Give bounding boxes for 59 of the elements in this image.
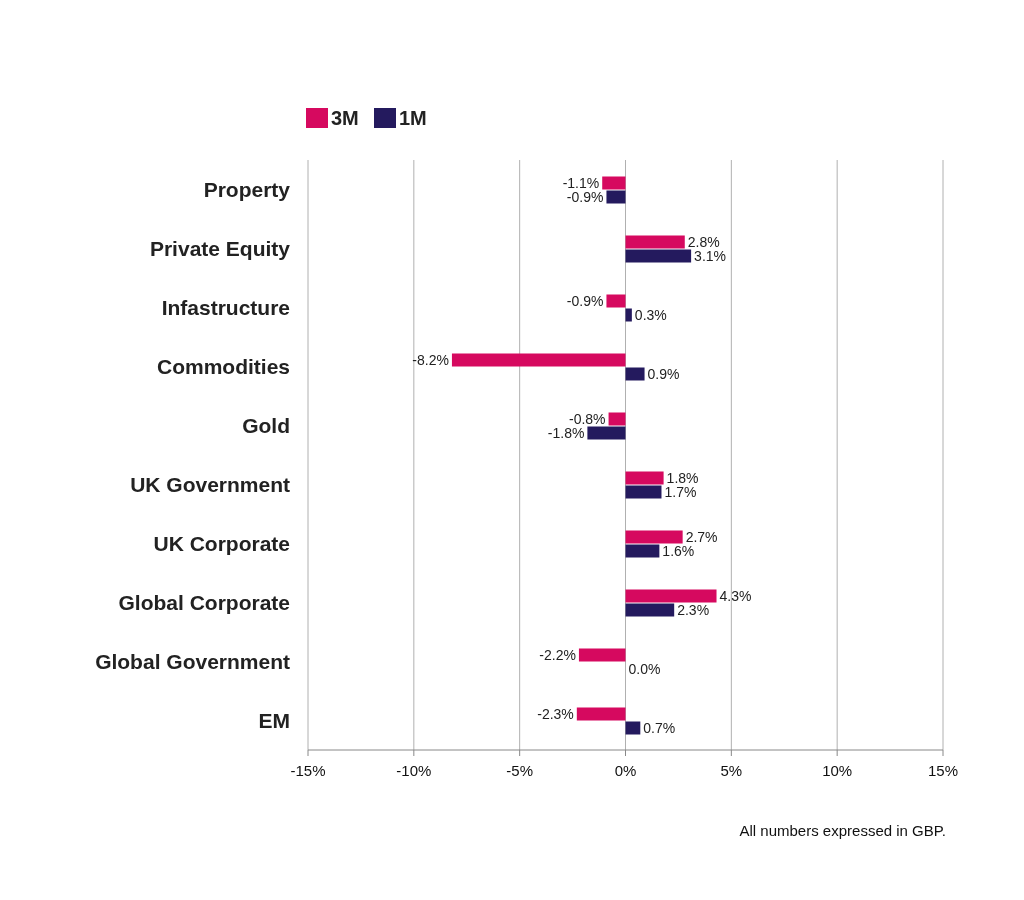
- bar: [625, 589, 717, 603]
- y-tick-label: Property: [203, 177, 291, 201]
- bar: [625, 308, 632, 322]
- bar: [578, 648, 626, 662]
- y-tick-label: Global Government: [95, 649, 290, 673]
- bar: [576, 707, 626, 721]
- data-label: 0.0%: [628, 660, 661, 677]
- data-label: 1.7%: [664, 483, 697, 500]
- data-label: 0.7%: [643, 719, 676, 736]
- data-label: 0.3%: [634, 306, 667, 323]
- bar: [625, 544, 660, 558]
- legend-label: 3M: [331, 107, 359, 129]
- bar: [625, 249, 692, 263]
- x-tick-label: 0%: [614, 762, 637, 779]
- bar: [606, 190, 626, 204]
- x-tick-label: -5%: [506, 762, 534, 779]
- data-label: -2.3%: [537, 705, 574, 722]
- data-label: 0.9%: [647, 365, 680, 382]
- y-tick-label: Global Corporate: [118, 590, 290, 614]
- x-tick-label: -10%: [396, 762, 432, 779]
- data-label: -8.2%: [412, 351, 449, 368]
- bar: [451, 353, 626, 367]
- x-tick-label: 15%: [927, 762, 959, 779]
- bar: [625, 471, 664, 485]
- y-tick-label: Commodities: [156, 354, 290, 378]
- legend-label: 1M: [399, 107, 427, 129]
- bar: [625, 530, 683, 544]
- data-label: 2.7%: [685, 528, 718, 545]
- data-label: 3.1%: [694, 247, 727, 264]
- bar: [625, 485, 662, 499]
- data-label: -0.9%: [566, 292, 604, 309]
- data-label: 2.8%: [687, 233, 720, 250]
- data-label: 1.8%: [666, 469, 699, 486]
- bar: [608, 412, 626, 426]
- bar: [625, 603, 675, 617]
- bar: [625, 721, 641, 735]
- data-label: 4.3%: [719, 587, 752, 604]
- bar: [625, 367, 645, 381]
- y-tick-label: Gold: [242, 413, 290, 437]
- data-label: -1.1%: [562, 174, 600, 191]
- data-label: -2.2%: [539, 646, 576, 663]
- y-tick-label: Private Equity: [149, 236, 291, 260]
- data-label: -1.8%: [547, 424, 585, 441]
- bar: [606, 294, 626, 308]
- data-label: -0.9%: [566, 188, 604, 205]
- x-tick-label: 5%: [720, 762, 743, 779]
- y-tick-label: UK Corporate: [153, 531, 290, 555]
- text: All numbers expressed in GBP.: [739, 822, 946, 839]
- x-tick-label: -15%: [290, 762, 326, 779]
- data-label: 2.3%: [677, 601, 710, 618]
- bar: [625, 235, 685, 249]
- bar: [587, 426, 626, 440]
- data-label: 1.6%: [662, 542, 695, 559]
- y-tick-label: EM: [258, 708, 290, 732]
- bar: [602, 176, 626, 190]
- data-label: -0.8%: [568, 410, 606, 427]
- x-tick-label: 10%: [822, 762, 853, 779]
- y-tick-label: UK Government: [130, 472, 291, 496]
- y-tick-label: Infastructure: [161, 295, 290, 319]
